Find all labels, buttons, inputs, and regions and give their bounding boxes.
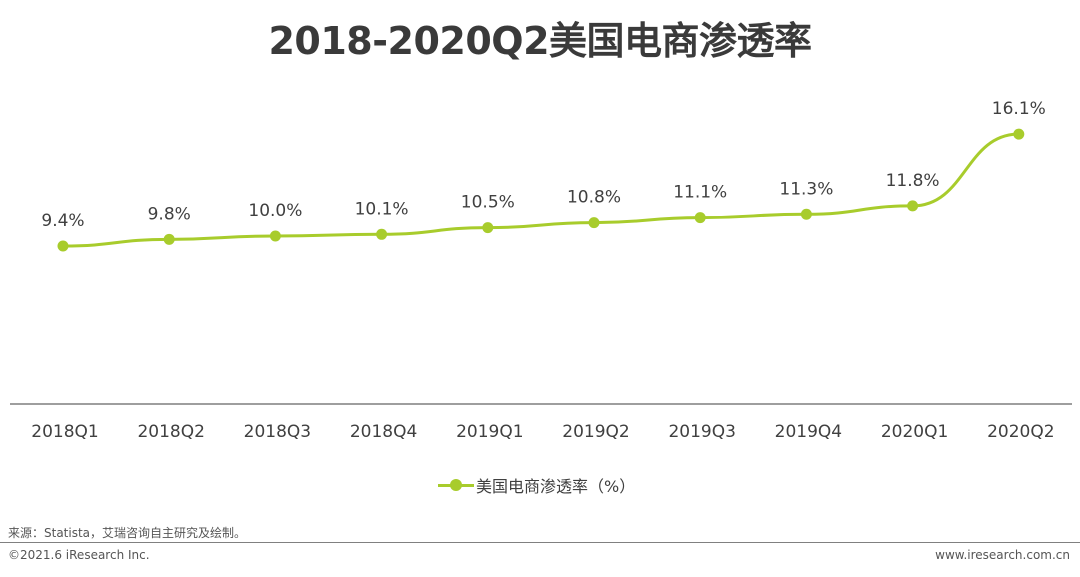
- legend-label: 美国电商渗透率（%）: [476, 477, 636, 496]
- series-line: [62, 132, 1019, 248]
- footer-divider: [0, 542, 1080, 543]
- x-tick-label: 2020Q1: [881, 422, 948, 442]
- x-tick-label: 2019Q2: [562, 422, 629, 442]
- data-point: [907, 200, 919, 212]
- data-point: [694, 212, 706, 224]
- data-point: [482, 222, 494, 234]
- data-point: [269, 230, 281, 242]
- data-label: 11.1%: [673, 183, 727, 203]
- x-tick-label: 2020Q2: [987, 422, 1054, 442]
- data-point: [800, 208, 812, 220]
- data-point: [376, 228, 388, 240]
- data-point: [1013, 128, 1025, 140]
- data-label: 11.8%: [886, 171, 940, 191]
- legend-marker: [438, 475, 474, 495]
- x-tick-label: 2019Q3: [668, 422, 735, 442]
- data-label: 9.8%: [148, 204, 191, 224]
- website-url: www.iresearch.com.cn: [935, 548, 1070, 562]
- data-point: [57, 240, 69, 252]
- x-tick-label: 2019Q4: [775, 422, 842, 442]
- copyright: ©2021.6 iResearch Inc.: [8, 548, 150, 562]
- x-tick-label: 2018Q1: [31, 422, 98, 442]
- data-label: 11.3%: [779, 179, 833, 199]
- data-point: [588, 217, 600, 229]
- chart-title: 2018-2020Q2美国电商渗透率: [268, 19, 812, 63]
- source-note: 来源：Statista，艾瑞咨询自主研究及绘制。: [8, 526, 247, 540]
- legend: 美国电商渗透率（%）: [438, 473, 635, 497]
- data-point: [163, 233, 175, 245]
- data-label: 9.4%: [41, 211, 84, 231]
- x-tick-label: 2018Q4: [350, 422, 417, 442]
- x-tick-label: 2019Q1: [456, 422, 523, 442]
- data-label: 10.8%: [567, 188, 621, 208]
- data-label: 10.0%: [248, 201, 302, 221]
- x-tick-label: 2018Q3: [244, 422, 311, 442]
- x-tick-label: 2018Q2: [137, 422, 204, 442]
- data-label: 10.5%: [461, 193, 515, 213]
- data-label: 10.1%: [355, 199, 409, 219]
- data-label: 16.1%: [992, 99, 1046, 119]
